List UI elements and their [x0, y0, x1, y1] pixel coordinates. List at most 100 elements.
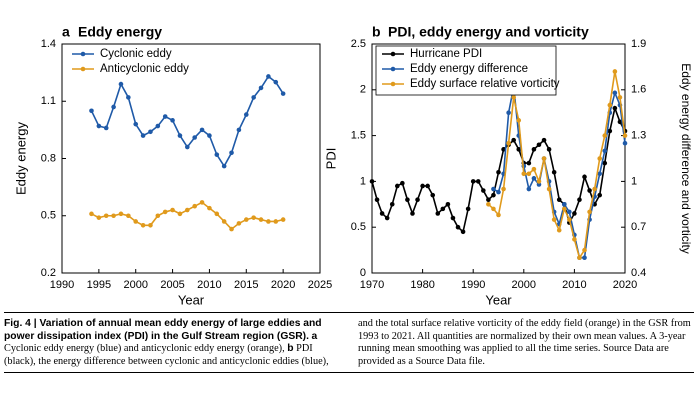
y-tick-label: 2 [360, 84, 366, 96]
y2-tick-label: 1.6 [631, 84, 646, 96]
data-point [266, 74, 271, 79]
data-point [526, 171, 532, 177]
data-point [450, 215, 456, 221]
data-point [587, 188, 592, 193]
data-point [229, 226, 234, 232]
data-point [496, 189, 501, 195]
legend-marker [390, 66, 396, 72]
data-point [207, 133, 212, 138]
data-point [602, 148, 608, 154]
data-point [162, 209, 168, 215]
y-axis-label: PDI [323, 148, 338, 170]
data-point [460, 229, 466, 235]
data-point [221, 219, 227, 224]
y-tick-label: 1.1 [41, 95, 56, 107]
chart-title: Eddy energy [78, 24, 162, 40]
legend-marker [390, 51, 396, 57]
panel-label: a [62, 24, 70, 40]
x-tick-label: 1990 [50, 279, 74, 291]
data-point [207, 205, 212, 211]
data-point [516, 147, 522, 152]
data-point [199, 200, 205, 205]
y2-axis-label: Eddy energy difference and vorticity [679, 63, 693, 254]
data-point [561, 202, 567, 207]
data-point [133, 219, 139, 224]
data-point [531, 147, 537, 152]
data-point [597, 192, 602, 198]
legend-marker [80, 66, 86, 72]
data-point [607, 128, 613, 134]
x-tick-label: 2025 [308, 279, 332, 291]
data-point [592, 186, 597, 192]
x-tick-label: 2000 [512, 279, 536, 291]
data-point [486, 197, 491, 203]
y-tick-label: 2.5 [351, 38, 366, 50]
series-line [90, 75, 284, 168]
data-point [491, 192, 496, 198]
data-point [597, 156, 602, 161]
series-line [487, 71, 626, 260]
data-point [491, 186, 496, 192]
caption-title: Fig. 4 | Variation of annual mean eddy e… [4, 318, 322, 342]
data-point [400, 180, 405, 186]
data-point [280, 91, 286, 96]
data-point [536, 142, 542, 148]
plot-frame [371, 43, 626, 274]
legend-label: Hurricane PDI [410, 48, 482, 60]
data-point [506, 140, 511, 146]
data-point [567, 209, 572, 215]
data-point [531, 166, 537, 172]
data-point [612, 69, 618, 74]
data-point [420, 183, 425, 189]
data-point [170, 207, 175, 213]
data-point [280, 217, 286, 222]
data-point [516, 118, 522, 123]
y2-tick-label: 1.3 [631, 130, 646, 142]
data-point [369, 179, 375, 184]
data-point [111, 213, 116, 219]
data-point [612, 105, 618, 111]
data-point [572, 237, 577, 242]
data-point [511, 95, 516, 100]
x-tick-label: 2005 [160, 279, 184, 291]
plot-frame [61, 43, 321, 274]
data-point [405, 197, 410, 203]
data-point [536, 179, 542, 184]
data-point [229, 150, 234, 156]
legend-label: Cyclonic eddy [100, 48, 172, 60]
data-point [148, 129, 153, 135]
x-tick-label: 2010 [562, 279, 586, 291]
x-tick-label: 2015 [234, 279, 258, 291]
data-point [111, 104, 116, 110]
data-point [148, 222, 153, 228]
data-point [602, 133, 608, 138]
chart-title: PDI, eddy energy and vorticity [388, 24, 589, 40]
y-tick-label: 1.4 [41, 38, 56, 50]
data-point [374, 197, 380, 203]
x-axis-label: Year [485, 292, 512, 307]
y-tick-label: 0.5 [351, 221, 366, 233]
data-point [465, 206, 471, 212]
y-tick-label: 0.2 [41, 267, 56, 279]
data-point [118, 81, 124, 87]
data-point [273, 79, 279, 85]
data-point [170, 118, 175, 123]
data-point [221, 163, 227, 169]
data-point [440, 206, 446, 212]
y-axis-label: Eddy energy [13, 122, 28, 195]
data-point [243, 112, 249, 117]
data-point [258, 217, 264, 222]
data-point [501, 186, 506, 192]
x-tick-label: 2020 [271, 279, 295, 291]
data-point [541, 137, 547, 143]
data-point [389, 202, 395, 207]
data-point [546, 147, 552, 152]
data-point [475, 179, 481, 184]
data-point [425, 183, 430, 189]
panel-label: b [372, 24, 381, 40]
data-point [126, 213, 131, 219]
data-point [410, 211, 415, 216]
data-point [617, 95, 623, 100]
data-point [556, 227, 562, 233]
